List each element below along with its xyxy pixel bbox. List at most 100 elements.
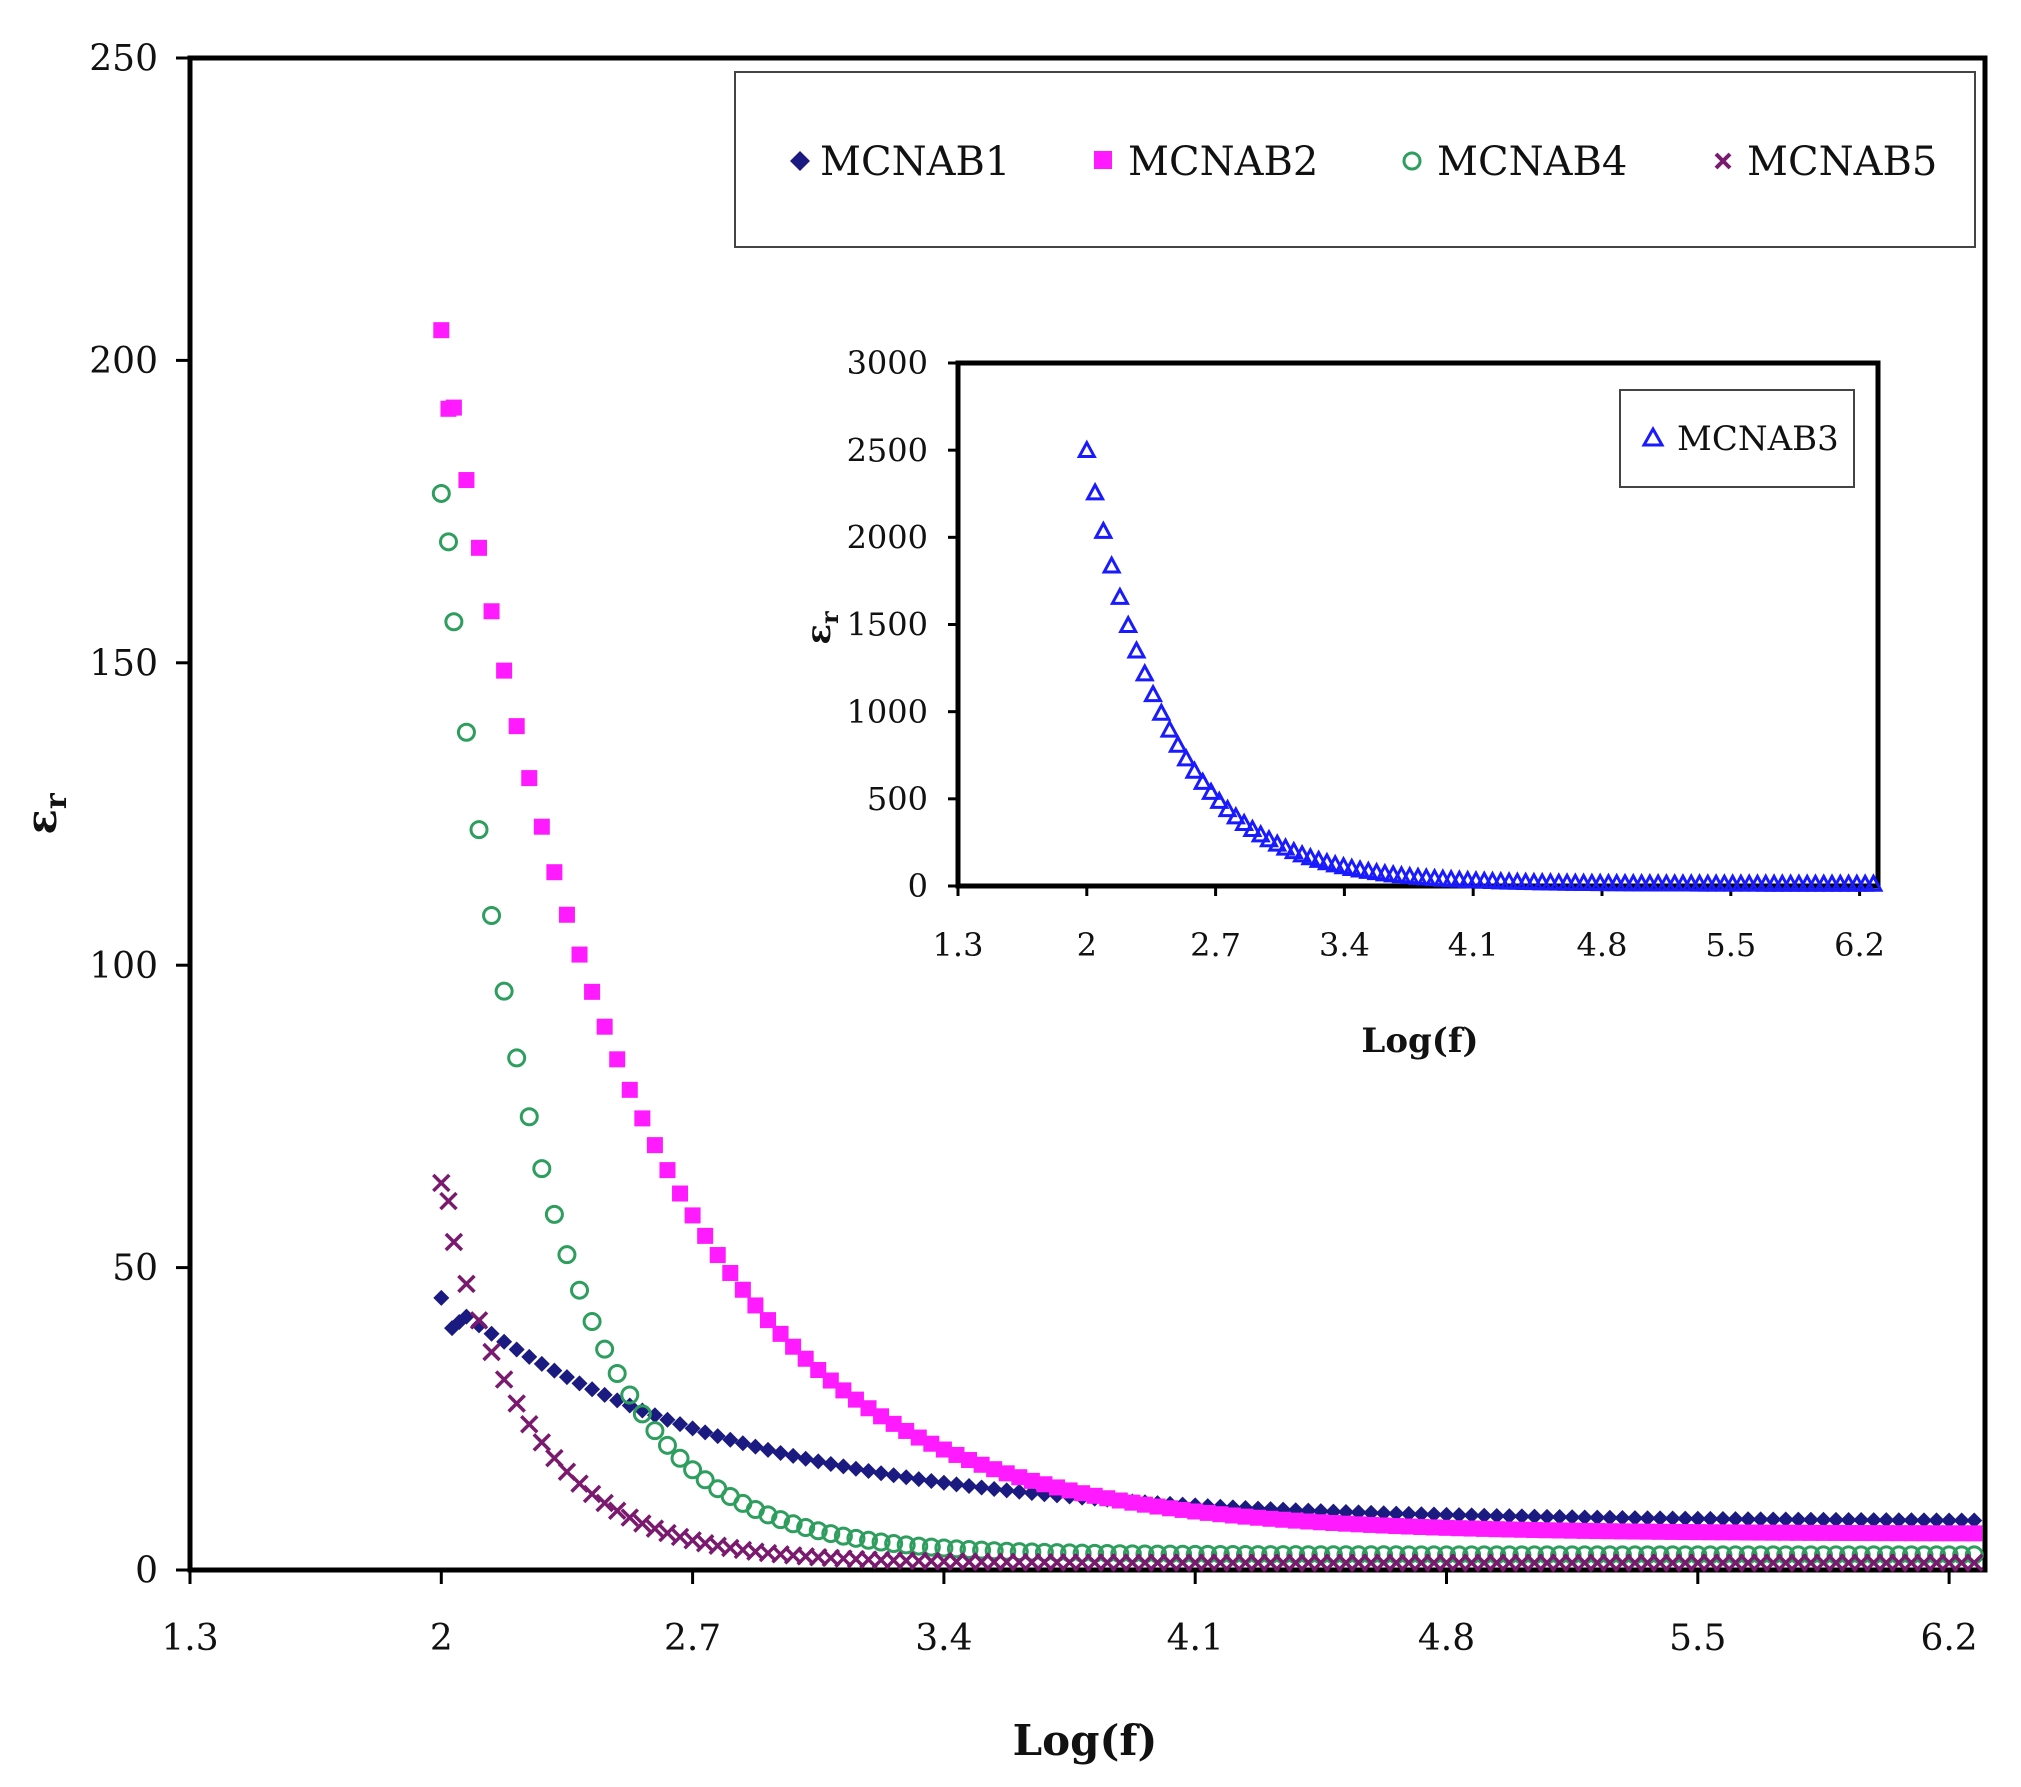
point-mcnab1 [1576, 1509, 1593, 1526]
point-mcnab4 [645, 1421, 665, 1441]
point-mcnab2 [697, 1227, 714, 1244]
point-mcnab1 [873, 1465, 890, 1482]
point-mcnab2 [1589, 1523, 1606, 1540]
main-y-tick-label: 0 [135, 1551, 158, 1592]
point-mcnab3 [1184, 760, 1205, 779]
point-mcnab4 [532, 1159, 552, 1179]
point-mcnab2 [1752, 1524, 1769, 1541]
point-mcnab4 [896, 1535, 916, 1555]
point-mcnab1 [596, 1386, 613, 1403]
point-mcnab2 [1865, 1525, 1882, 1542]
main-legend: MCNAB1 MCNAB2 MCNAB4 MCNAB5 [734, 71, 1976, 248]
point-mcnab5 [457, 1274, 476, 1294]
point-mcnab1 [571, 1375, 588, 1392]
point-mcnab2 [1828, 1524, 1845, 1541]
point-mcnab2 [1048, 1479, 1065, 1496]
point-mcnab1 [483, 1325, 500, 1342]
point-mcnab5 [582, 1484, 602, 1504]
point-mcnab3 [1292, 843, 1313, 863]
point-mcnab5 [620, 1508, 640, 1527]
point-mcnab5 [607, 1501, 627, 1521]
point-mcnab2 [1325, 1514, 1342, 1531]
main-y-axis-symbol: ε [17, 809, 66, 835]
legend-label-mcnab5: MCNAB5 [1747, 139, 1937, 185]
point-mcnab1 [1601, 1509, 1618, 1526]
point-mcnab2 [910, 1429, 927, 1446]
point-mcnab2 [646, 1137, 663, 1154]
point-mcnab4 [884, 1534, 904, 1554]
point-mcnab5 [595, 1493, 614, 1513]
point-mcnab2 [458, 472, 475, 489]
point-mcnab2 [1250, 1509, 1267, 1526]
point-mcnab4 [871, 1532, 891, 1552]
point-mcnab1 [1777, 1511, 1794, 1528]
inset-y-tick-label: 2500 [847, 431, 928, 469]
point-mcnab1 [1011, 1483, 1028, 1500]
point-mcnab1 [885, 1467, 902, 1484]
point-mcnab1 [1614, 1509, 1631, 1526]
point-mcnab2 [1840, 1525, 1857, 1542]
point-mcnab2 [1488, 1521, 1505, 1538]
point-mcnab2 [433, 322, 450, 339]
point-mcnab1 [1564, 1509, 1581, 1526]
main-x-tick-label: 6.2 [1920, 1618, 1977, 1659]
point-mcnab1 [558, 1369, 575, 1386]
point-mcnab1 [1815, 1511, 1832, 1528]
point-mcnab2 [1086, 1487, 1103, 1504]
inset-y-tick-label: 2000 [847, 519, 928, 557]
point-mcnab1 [722, 1431, 739, 1448]
point-mcnab1 [810, 1453, 827, 1470]
point-mcnab1 [772, 1444, 789, 1461]
legend-marker-mcnab3 [1641, 425, 1665, 447]
point-mcnab1 [986, 1480, 1003, 1497]
point-mcnab3 [1085, 481, 1106, 501]
point-mcnab1 [1463, 1507, 1480, 1524]
point-mcnab4 [494, 981, 514, 1001]
legend-item-mcnab4: MCNAB4 [1402, 139, 1627, 185]
point-mcnab5 [439, 1191, 458, 1211]
point-mcnab2 [986, 1461, 1003, 1478]
legend-marker-mcnab2 [1094, 151, 1112, 169]
point-mcnab4 [946, 1539, 966, 1559]
legend-marker-mcnab5 [1714, 152, 1732, 170]
point-mcnab2 [1815, 1524, 1832, 1541]
point-mcnab2 [1966, 1525, 1983, 1542]
main-x-tick-label: 4.1 [1167, 1618, 1224, 1659]
point-mcnab1 [1023, 1484, 1040, 1501]
point-mcnab2 [1036, 1476, 1053, 1493]
point-mcnab1 [1551, 1509, 1568, 1526]
point-mcnab4 [544, 1204, 564, 1224]
point-mcnab1 [1664, 1510, 1681, 1527]
point-mcnab5 [532, 1433, 552, 1452]
point-mcnab2 [521, 770, 538, 787]
inset-y-tick-label: 1500 [847, 606, 928, 644]
point-mcnab1 [1890, 1512, 1907, 1529]
point-mcnab5 [507, 1394, 526, 1413]
point-mcnab1 [1626, 1510, 1643, 1527]
point-mcnab2 [470, 539, 487, 556]
point-mcnab5 [494, 1370, 514, 1389]
point-mcnab2 [571, 946, 588, 963]
point-mcnab2 [709, 1247, 726, 1264]
point-mcnab3 [1333, 855, 1354, 875]
point-mcnab2 [609, 1051, 626, 1068]
point-mcnab2 [1463, 1520, 1480, 1537]
point-mcnab1 [458, 1308, 475, 1325]
point-mcnab1 [910, 1471, 927, 1488]
point-mcnab1 [1915, 1512, 1932, 1529]
point-mcnab2 [533, 818, 550, 835]
point-mcnab1 [898, 1469, 915, 1486]
point-mcnab5 [432, 1173, 451, 1193]
point-mcnab4 [469, 820, 489, 840]
point-mcnab4 [657, 1435, 677, 1455]
main-series [431, 322, 1984, 1572]
point-mcnab2 [1111, 1492, 1128, 1509]
point-mcnab1 [659, 1411, 676, 1428]
main-y-tick-label: 50 [112, 1248, 158, 1289]
point-mcnab3 [1101, 555, 1122, 574]
main-y-tick-label: 250 [89, 39, 158, 80]
point-mcnab4 [959, 1540, 979, 1560]
inset-x-tick-label: 4.1 [1448, 926, 1499, 964]
point-mcnab2 [1149, 1498, 1166, 1515]
main-y-tick-label: 100 [89, 946, 158, 987]
